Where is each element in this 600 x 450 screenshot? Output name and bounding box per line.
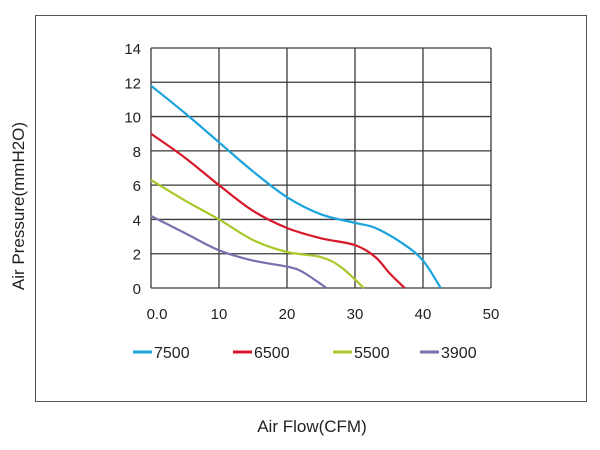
- y-tick-label: 14: [124, 41, 141, 58]
- x-axis-label: Air Flow(CFM): [257, 417, 367, 436]
- y-tick-label: 12: [124, 75, 141, 92]
- chart-frame: [35, 15, 587, 402]
- y-tick-label: 2: [133, 247, 141, 264]
- series-line-7500: [150, 84, 442, 289]
- legend: 7500 6500 5500 3900: [133, 345, 477, 362]
- x-tick-label: 40: [415, 306, 432, 323]
- y-tick-label: 6: [133, 178, 141, 195]
- series-line-5500: [150, 179, 365, 289]
- ticks: 0.0 10 20 30 40 50 0 2 4 6 8 10 12 14: [124, 41, 499, 323]
- series-line-3900: [150, 215, 328, 289]
- y-tick-label: 10: [124, 110, 141, 127]
- curves: [150, 84, 442, 289]
- x-tick-label: 50: [483, 306, 500, 323]
- legend-label-3900: 3900: [441, 345, 477, 362]
- x-tick-label: 0.0: [147, 306, 168, 323]
- y-tick-label: 8: [133, 144, 141, 161]
- x-tick-label: 20: [279, 306, 296, 323]
- y-tick-label: 4: [133, 212, 141, 229]
- x-tick-label: 30: [347, 306, 364, 323]
- legend-label-6500: 6500: [254, 345, 290, 362]
- legend-label-5500: 5500: [354, 345, 390, 362]
- y-tick-label: 0: [133, 281, 141, 298]
- legend-label-7500: 7500: [154, 345, 190, 362]
- x-tick-label: 10: [211, 306, 228, 323]
- series-line-6500: [150, 132, 406, 289]
- y-axis-label: Air Pressure(mmH2O): [9, 122, 28, 290]
- grid: [150, 47, 492, 289]
